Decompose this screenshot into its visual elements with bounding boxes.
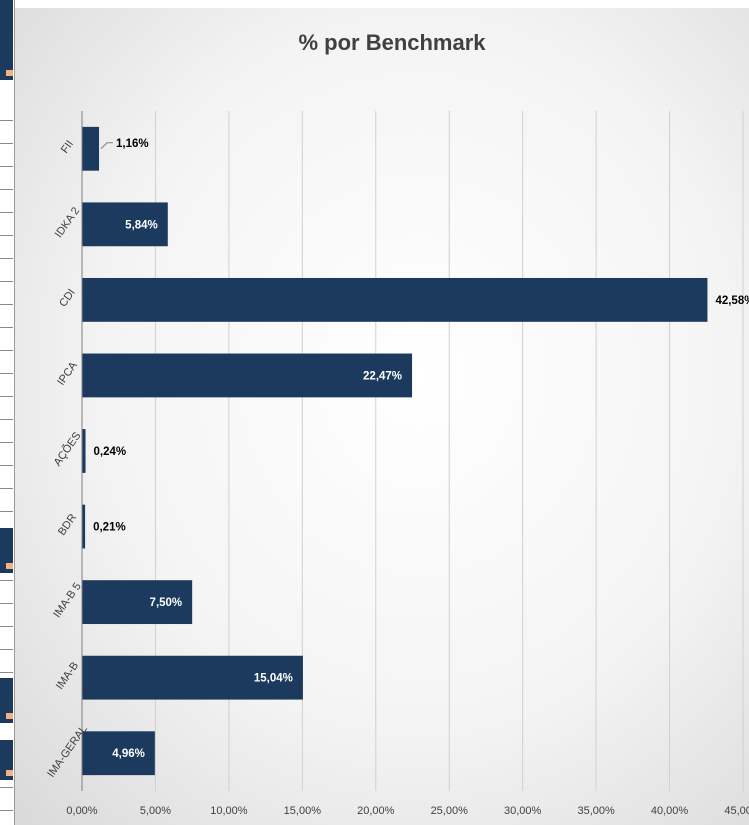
x-tick-label: 5,00% [140,805,171,817]
bar-value-label: 0,24% [94,446,127,458]
x-tick-label: 10,00% [210,805,248,817]
strip-block [0,0,13,80]
strip-line [0,189,13,190]
bar [82,504,86,549]
x-tick-label: 25,00% [431,805,469,817]
strip-line [0,603,13,604]
bar-value-label: 1,16% [116,138,149,150]
bar-value-label: 5,84% [125,219,158,231]
bar [82,353,413,398]
bar-value-label: 15,04% [254,673,293,685]
strip-line [0,465,13,466]
strip-line [0,258,13,259]
category-label: IDKA 2 [53,205,82,240]
bar [82,731,155,776]
category-label: IMA-B 5 [51,581,84,620]
strip-accent [6,713,13,719]
bar-value-label: 4,96% [112,748,145,760]
strip-block [0,678,13,723]
strip-line [0,373,13,374]
chart-title: % por Benchmark [298,30,486,55]
strip-line [0,626,13,627]
strip-line [0,419,13,420]
strip-block [0,528,13,573]
bar-chart: % por Benchmark 1,16% 5,84% 42,58% 22,47% 0,… [45,30,749,817]
adjacent-sheet-fragment [0,0,15,825]
bar [82,126,100,171]
strip-line [0,672,13,673]
bar [82,580,193,625]
strip-line [0,787,13,788]
strip-line [0,327,13,328]
x-tick-label: 20,00% [357,805,395,817]
category-label: IPCA [55,359,80,387]
strip-line [0,166,13,167]
strip-accent [6,770,13,776]
bar [82,655,303,700]
strip-line [0,235,13,236]
strip-line [0,810,13,811]
bar-value-label: 22,47% [363,370,402,382]
strip-line [0,281,13,282]
x-tick-label: 30,00% [504,805,542,817]
strip-line [0,143,13,144]
label-leader-line [100,142,114,150]
bar-value-label: 42,58% [715,295,749,307]
category-label: AÇÕES [51,429,84,468]
strip-line [0,649,13,650]
strip-line [0,120,13,121]
strip-line [0,304,13,305]
category-label: BDR [56,512,79,538]
x-tick-label: 35,00% [577,805,615,817]
chart-area: % por Benchmark 1,16% 5,84% 42,58% 22,47% 0,… [15,8,749,825]
strip-accent [6,563,13,569]
strip-line [0,488,13,489]
bar-value-label: 0,21% [93,522,126,534]
bar [82,429,86,473]
category-label: FII [59,138,76,155]
bar [82,202,168,247]
strip-accent [6,70,13,76]
x-tick-label: 0,00% [66,805,97,817]
strip-line [0,511,13,512]
strip-line [0,212,13,213]
strip-line [0,350,13,351]
bars: 1,16% 5,84% 42,58% 22,47% 0,24% 0,21% 7,50% 15,… [82,126,749,776]
strip-line [0,396,13,397]
strip-line [0,442,13,443]
x-tick-label: 45,00% [724,805,749,817]
strip-line [0,580,13,581]
category-label: CDI [57,287,78,309]
bar-value-label: 7,50% [150,597,183,609]
x-tick-label: 15,00% [284,805,322,817]
x-tick-label: 40,00% [651,805,689,817]
bar [82,277,708,322]
category-label: IMA-B [54,660,81,692]
